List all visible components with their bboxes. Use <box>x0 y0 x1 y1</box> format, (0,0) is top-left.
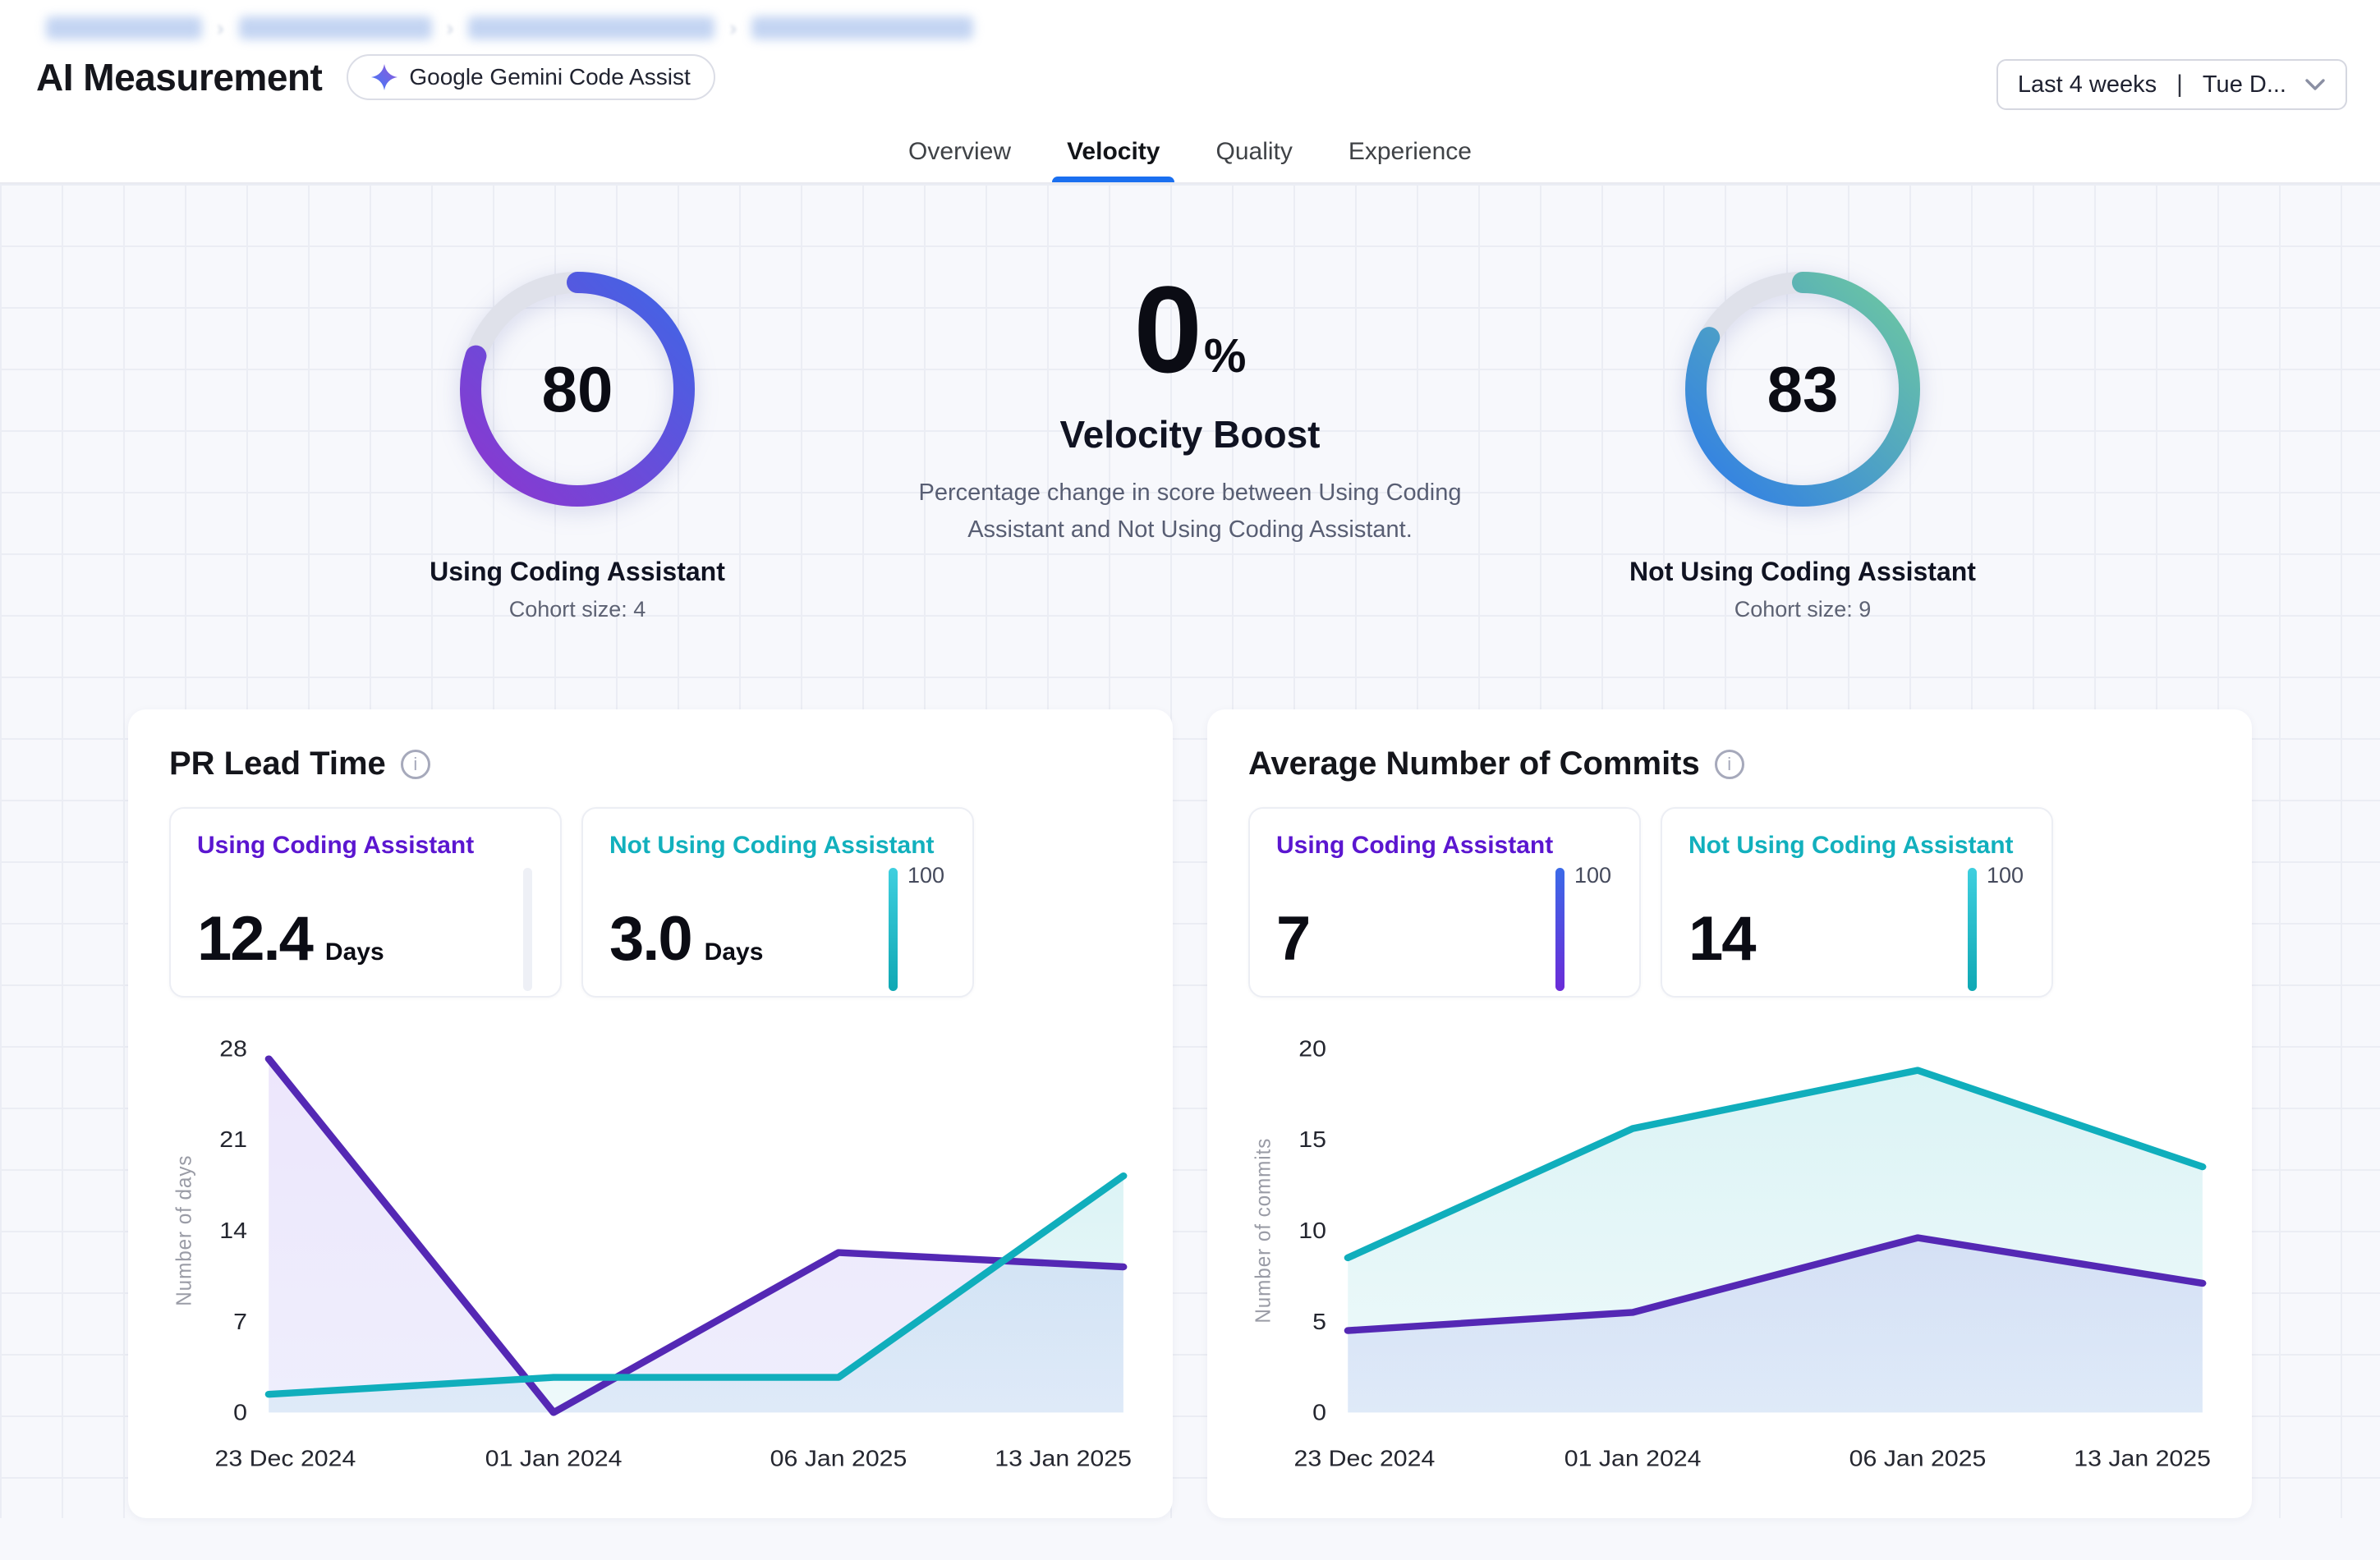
info-icon[interactable]: i <box>1714 749 1744 779</box>
svg-text:14: 14 <box>219 1218 247 1244</box>
gauge-label: Not Using Coding Assistant <box>1629 557 1976 586</box>
svg-text:20: 20 <box>1298 1036 1326 1062</box>
chevron-down-icon <box>2305 79 2325 90</box>
svg-text:Number of days: Number of days <box>172 1155 195 1306</box>
scale-bar <box>1555 868 1564 991</box>
svg-text:06 Jan 2025: 06 Jan 2025 <box>770 1447 907 1472</box>
svg-text:28: 28 <box>219 1036 247 1062</box>
gauge-cohort-size: Cohort size: 4 <box>508 597 646 622</box>
gemini-badge-label: Google Gemini Code Assist <box>409 64 691 89</box>
gemini-badge: Google Gemini Code Assist <box>347 54 715 100</box>
tab-bar: Overview Velocity Quality Experience <box>0 115 2380 182</box>
svg-text:01 Jan 2024: 01 Jan 2024 <box>1564 1447 1702 1472</box>
tab-quality[interactable]: Quality <box>1215 138 1293 165</box>
stat-tile-not-using-assistant: Not Using Coding Assistant 100 14 <box>1661 807 2053 998</box>
gauge-label: Using Coding Assistant <box>430 557 725 586</box>
gauge-cohort-size: Cohort size: 9 <box>1734 597 1872 622</box>
stat-tile-using-assistant: Using Coding Assistant 100 7 <box>1248 807 1641 998</box>
breadcrumb-separator-icon: › <box>446 15 454 40</box>
svg-text:15: 15 <box>1298 1127 1326 1153</box>
tab-velocity[interactable]: Velocity <box>1052 126 1175 182</box>
not-using-assistant-gauge-block: 83 Not Using Coding Assistant Cohort siz… <box>1496 258 2109 622</box>
svg-text:21: 21 <box>219 1127 247 1153</box>
breadcrumb-redacted-segment[interactable] <box>751 16 974 39</box>
avg-commits-chart: 0 5 10 15 20 23 Dec 2024 01 Jan 2024 06 Jan 202… <box>1248 1025 2211 1485</box>
card-title: Average Number of Commits <box>1248 746 1700 782</box>
tab-experience[interactable]: Experience <box>1348 138 1472 165</box>
boost-unit: % <box>1203 329 1247 383</box>
stat-value: 7 <box>1276 904 1311 974</box>
svg-text:7: 7 <box>233 1310 247 1335</box>
pr-lead-time-card: PR Lead Time i Using Coding Assistant 12… <box>128 709 1173 1518</box>
scale-bar <box>1967 868 1977 991</box>
svg-text:Number of commits: Number of commits <box>1251 1138 1275 1324</box>
boost-title: Velocity Boost <box>1059 413 1321 456</box>
gauge-ring <box>460 272 695 507</box>
stat-unit: Days <box>704 938 764 966</box>
breadcrumb-separator-icon: › <box>729 15 737 40</box>
using-assistant-gauge: 80 <box>446 258 709 521</box>
stat-label: Not Using Coding Assistant <box>1689 832 2014 859</box>
gauge-ring <box>1685 272 1920 507</box>
gauge-value: 80 <box>541 352 613 425</box>
scale-bar <box>888 868 898 991</box>
breadcrumb-redacted-segment[interactable] <box>468 16 715 39</box>
date-range-select[interactable]: Last 4 weeks | Tue D... <box>1996 59 2347 110</box>
boost-description: Percentage change in score between Using… <box>918 479 1462 543</box>
info-icon[interactable]: i <box>400 749 430 779</box>
scale-max-label: 100 <box>1574 863 1611 888</box>
stat-unit: Days <box>324 938 384 966</box>
stat-value: 3.0 <box>609 904 693 974</box>
date-range-value: Last 4 weeks <box>2017 71 2157 98</box>
svg-text:10: 10 <box>1298 1218 1326 1244</box>
stat-label: Not Using Coding Assistant <box>609 832 935 859</box>
svg-text:13 Jan 2025: 13 Jan 2025 <box>2074 1447 2211 1472</box>
breadcrumb-redacted-segment[interactable] <box>46 16 202 39</box>
using-assistant-gauge-block: 80 Using Coding Assistant Cohort size: 4 <box>271 258 884 622</box>
stat-value: 12.4 <box>197 904 314 974</box>
stat-value: 14 <box>1689 904 1757 974</box>
svg-text:0: 0 <box>1312 1401 1326 1426</box>
pr-lead-time-chart: 0 7 14 21 28 23 Dec 2024 01 Jan 2024 06 Jan 202… <box>169 1025 1132 1485</box>
svg-text:13 Jan 2025: 13 Jan 2025 <box>995 1447 1132 1472</box>
card-title: PR Lead Time <box>169 746 386 782</box>
breadcrumb-separator-icon: › <box>217 15 224 40</box>
svg-text:5: 5 <box>1312 1310 1326 1335</box>
svg-text:06 Jan 2025: 06 Jan 2025 <box>1849 1447 1987 1472</box>
velocity-summary: 80 Using Coding Assistant Cohort size: 4… <box>0 184 2380 680</box>
gauge-value: 83 <box>1767 352 1839 425</box>
scale-max-label: 100 <box>1986 863 2024 888</box>
scale-max-label: 100 <box>907 863 944 888</box>
boost-value: 0 <box>1133 260 1201 398</box>
stat-tile-using-assistant: Using Coding Assistant 12.4 Days <box>169 807 562 998</box>
svg-text:23 Dec 2024: 23 Dec 2024 <box>1294 1447 1436 1472</box>
dashboard-body: 80 Using Coding Assistant Cohort size: 4… <box>0 184 2380 1518</box>
stat-label: Using Coding Assistant <box>1276 832 1554 859</box>
stat-label: Using Coding Assistant <box>197 832 475 859</box>
tab-overview[interactable]: Overview <box>908 138 1012 165</box>
stat-tile-not-using-assistant: Not Using Coding Assistant 100 3.0 Days <box>581 807 974 998</box>
svg-text:23 Dec 2024: 23 Dec 2024 <box>215 1447 356 1472</box>
svg-text:0: 0 <box>233 1401 247 1426</box>
velocity-boost-block: 0 % Velocity Boost Percentage change in … <box>884 258 1496 548</box>
breadcrumb-redacted-segment[interactable] <box>238 16 432 39</box>
page-title: AI Measurement <box>36 56 323 99</box>
scale-bar <box>523 868 532 991</box>
page-header: › › › AI Measurement Google Gemini Code … <box>0 0 2380 184</box>
not-using-assistant-gauge: 83 <box>1671 258 1934 521</box>
avg-commits-card: Average Number of Commits i Using Coding… <box>1207 709 2252 1518</box>
breadcrumb: › › › <box>0 0 2380 46</box>
svg-text:01 Jan 2024: 01 Jan 2024 <box>485 1447 623 1472</box>
gemini-sparkle-icon <box>371 64 398 90</box>
date-range-detail: Tue D... <box>2202 71 2286 98</box>
date-range-divider: | <box>2176 71 2183 98</box>
